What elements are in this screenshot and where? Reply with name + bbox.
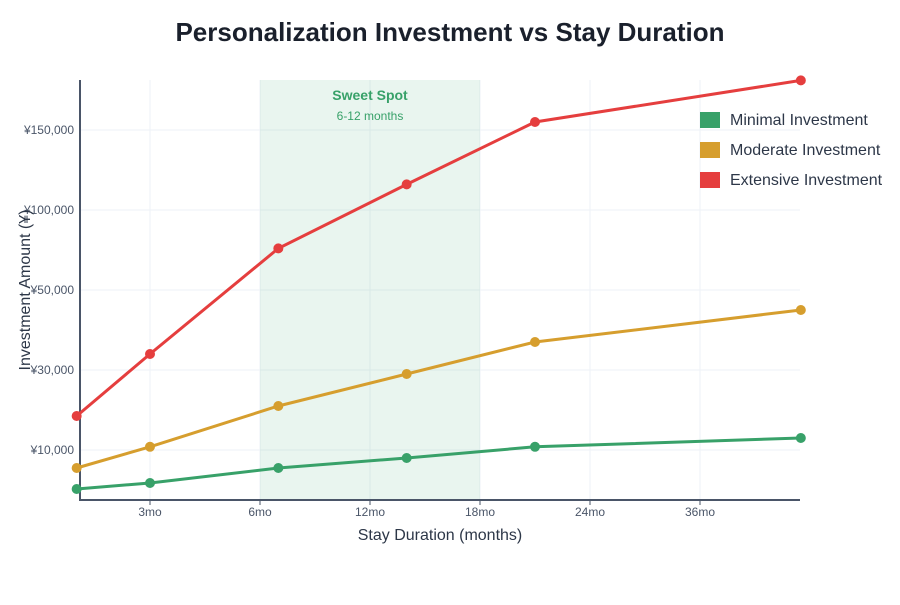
- legend-swatch: [700, 172, 720, 188]
- x-axis-label: Stay Duration (months): [358, 527, 523, 544]
- data-point: [145, 478, 155, 488]
- data-point: [71, 463, 82, 473]
- legend-swatch: [700, 112, 720, 128]
- data-point: [530, 117, 540, 127]
- series-group: [71, 75, 806, 494]
- data-point: [71, 484, 82, 494]
- data-point: [273, 243, 284, 254]
- x-tick-label: 24mo: [575, 505, 605, 519]
- y-tick-label: ¥10,000: [30, 443, 75, 457]
- y-tick-label: ¥30,000: [30, 363, 75, 377]
- data-point: [795, 305, 806, 315]
- data-point: [530, 337, 540, 347]
- data-point: [401, 369, 412, 379]
- y-tick-label: ¥150,000: [23, 123, 74, 137]
- legend-swatch: [700, 142, 720, 158]
- sweet-spot-title: Sweet Spot: [332, 87, 408, 103]
- data-point: [530, 441, 540, 452]
- data-point: [273, 463, 284, 473]
- chart-title: Personalization Investment vs Stay Durat…: [175, 17, 724, 47]
- legend-label: Moderate Investment: [730, 142, 881, 159]
- y-tick-label: ¥50,000: [30, 283, 75, 297]
- sweet-spot-band: [260, 80, 480, 500]
- sweet-spot-rect: [260, 80, 480, 500]
- data-point: [795, 75, 806, 86]
- data-point: [401, 179, 412, 190]
- sweet-spot-subtitle: 6-12 months: [337, 109, 404, 123]
- x-tick-label: 12mo: [355, 505, 385, 519]
- legend-label: Extensive Investment: [730, 172, 883, 189]
- x-tick-label: 36mo: [685, 505, 715, 519]
- data-point: [795, 433, 806, 443]
- data-point: [145, 441, 155, 452]
- data-point: [145, 349, 155, 359]
- y-axis-label: Investment Amount (¥): [17, 210, 34, 371]
- data-point: [71, 411, 82, 421]
- y-tick-label: ¥100,000: [23, 203, 74, 217]
- series-line: [76, 308, 802, 470]
- series-line: [76, 436, 801, 491]
- legend-label: Minimal Investment: [730, 112, 868, 129]
- x-tick-label: 3mo: [138, 505, 162, 519]
- x-tick-label: 6mo: [248, 505, 272, 519]
- x-tick-label: 18mo: [465, 505, 495, 519]
- data-point: [401, 453, 412, 463]
- legend: Minimal Investment Moderate Investment Ext…: [700, 112, 883, 189]
- series-line: [75, 78, 802, 418]
- axis-ticks: 3mo 6mo 12mo 18mo 24mo 36mo ¥10,000 ¥30,000 ¥50,…: [23, 123, 715, 519]
- data-point: [273, 401, 284, 411]
